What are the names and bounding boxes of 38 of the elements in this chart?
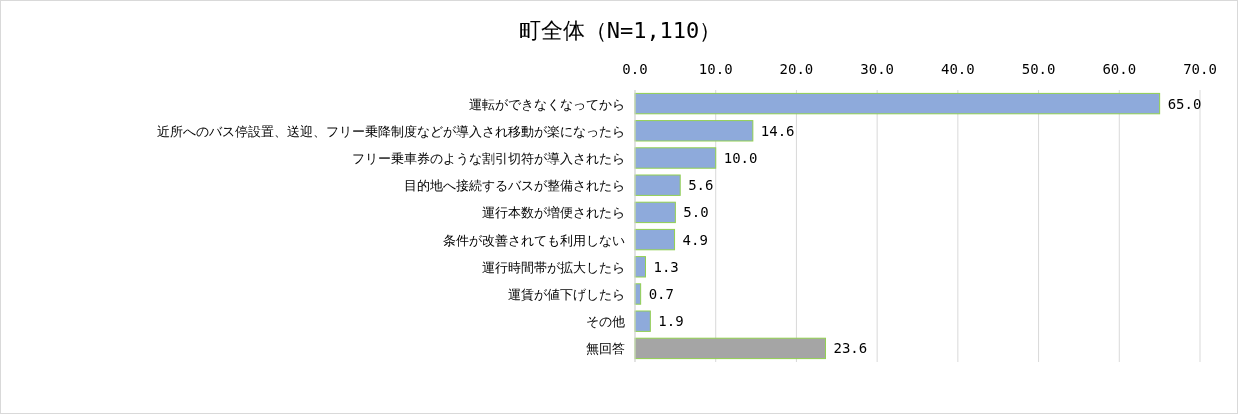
data-label: 23.6 <box>833 340 868 357</box>
x-tick-label: 0.0 <box>622 61 648 77</box>
bar <box>634 310 651 332</box>
x-tick-label: 40.0 <box>941 61 975 77</box>
bar <box>634 337 826 360</box>
y-tick-label: 運行時間帯が拡大したら <box>482 259 625 275</box>
chart-title: 町全体（N=1,110） <box>518 18 722 43</box>
y-tick-label: 運賃が値下げしたら <box>508 287 625 302</box>
data-label: 0.7 <box>648 286 674 302</box>
data-label: 10.0 <box>723 150 758 166</box>
x-tick-label: 50.0 <box>1021 61 1056 77</box>
bar <box>634 147 717 169</box>
x-tick-label: 20.0 <box>779 61 814 77</box>
bar <box>634 228 676 251</box>
data-label: 4.9 <box>682 231 708 248</box>
y-tick-label: フリー乗車券のような割引切符が導入されたら <box>352 151 625 166</box>
data-label: 1.3 <box>653 258 679 275</box>
x-tick-label: 70.0 <box>1183 61 1217 77</box>
data-label: 5.0 <box>683 204 709 221</box>
x-tick-label: 60.0 <box>1102 61 1137 77</box>
y-tick-label: 近所へのバス停設置、送迎、フリー乗降制度などが導入され移動が楽になったら <box>157 123 625 139</box>
bar <box>634 256 646 278</box>
y-tick-label: 条件が改善されても利用しない <box>443 232 625 248</box>
data-label: 1.9 <box>658 313 684 330</box>
data-label: 65.0 <box>1167 95 1202 112</box>
bar <box>634 92 1161 115</box>
y-tick-label: その他 <box>586 314 625 330</box>
y-tick-label: 無回答 <box>586 341 625 357</box>
x-tick-label: 30.0 <box>860 61 894 77</box>
y-tick-label: 目的地へ接続するバスが整備されたら <box>404 178 625 194</box>
y-tick-label: 運行本数が増便されたら <box>482 205 625 221</box>
y-tick-label: 運転ができなくなってから <box>469 96 625 112</box>
bar <box>634 174 681 196</box>
bar <box>634 201 676 224</box>
data-label: 14.6 <box>760 122 795 139</box>
bar <box>634 120 754 142</box>
x-tick-label: 10.0 <box>698 61 733 77</box>
data-label: 5.6 <box>688 177 714 194</box>
